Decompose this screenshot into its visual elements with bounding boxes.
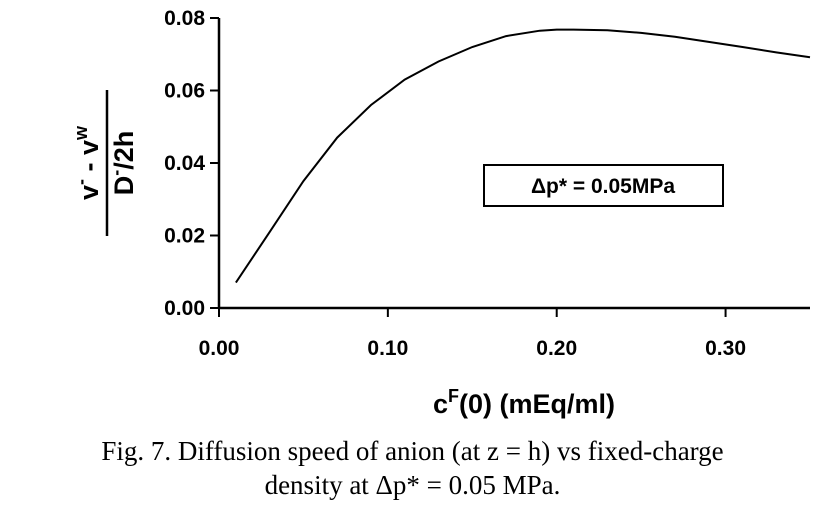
series-line (235, 28, 811, 284)
x-tick-label: 0.00 (199, 337, 240, 360)
y-label-denominator: D-/2h (106, 131, 139, 196)
caption-line-2: density at Δp* = 0.05 MPa. (264, 470, 561, 500)
x-tick-label: 0.20 (536, 337, 577, 360)
tick-labels: 0.00 0.02 0.04 0.06 0.08 0.00 0.10 0.20 0.30 (164, 7, 746, 360)
x-tick-label: 0.30 (705, 337, 746, 360)
axis-ticks (210, 17, 727, 317)
y-tick-label: 0.08 (164, 7, 205, 30)
chart: 0.00 0.02 0.04 0.06 0.08 0.00 0.10 0.20 0.30 Δp*… (71, 7, 811, 419)
y-label-numerator: v- - vw (71, 125, 104, 200)
y-tick-label: 0.06 (164, 80, 205, 103)
figure-caption: Fig. 7. Diffusion speed of anion (at z =… (0, 434, 825, 502)
annotation-text: Δp* = 0.05MPa (531, 175, 675, 198)
y-tick-label: 0.02 (164, 225, 205, 248)
annotation-box (483, 164, 724, 207)
caption-line-1: Fig. 7. Diffusion speed of anion (at z =… (101, 436, 724, 466)
x-tick-label: 0.10 (367, 337, 408, 360)
y-tick-label: 0.04 (164, 152, 205, 175)
y-tick-label: 0.00 (164, 297, 205, 320)
x-axis-label: cF(0) (mEq/ml) (433, 386, 615, 419)
y-axis-label: v- - vw D-/2h (71, 90, 139, 236)
